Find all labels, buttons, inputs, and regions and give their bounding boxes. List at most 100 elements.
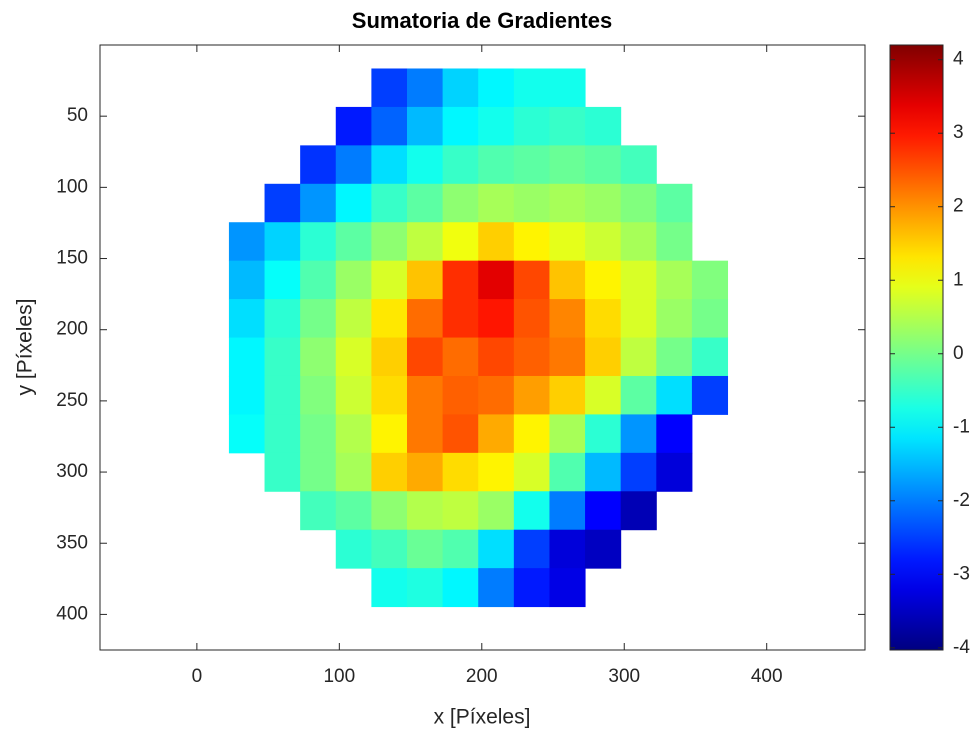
heatmap-cell <box>371 68 407 107</box>
heatmap-cell <box>407 376 443 415</box>
heatmap-cell <box>478 568 514 607</box>
heatmap-cell <box>229 299 265 338</box>
heatmap-cell <box>478 261 514 300</box>
y-axis-label: y [Píxeles] <box>14 299 37 396</box>
chart: Sumatoria de Gradientes x [Píxeles] y [P… <box>0 0 979 735</box>
heatmap-cell <box>300 491 336 530</box>
heatmap-cell <box>692 338 728 377</box>
colorbar-tick-label: -3 <box>953 563 970 584</box>
heatmap-cell <box>549 376 585 415</box>
x-axis-label: x [Píxeles] <box>434 706 531 729</box>
heatmap-cell <box>549 68 585 107</box>
heatmap-cell <box>371 568 407 607</box>
heatmap-cell <box>443 145 479 184</box>
heatmap-cell <box>443 376 479 415</box>
heatmap-cell <box>514 68 550 107</box>
heatmap-cell <box>585 107 621 146</box>
heatmap-cell <box>265 453 301 492</box>
heatmap-cell <box>407 568 443 607</box>
heatmap-cell <box>407 184 443 223</box>
y-tick-label: 250 <box>56 390 88 411</box>
heatmap-cell <box>585 222 621 261</box>
heatmap-cell <box>621 261 657 300</box>
colorbar <box>890 45 943 650</box>
heatmap-cell <box>229 222 265 261</box>
heatmap-cell <box>514 145 550 184</box>
heatmap-cell <box>478 299 514 338</box>
heatmap-cell <box>443 107 479 146</box>
colorbar-tick-label: 2 <box>953 196 964 217</box>
heatmap-cell <box>265 261 301 300</box>
heatmap-cell <box>336 414 372 453</box>
heatmap-cell <box>371 414 407 453</box>
heatmap-cell <box>407 338 443 377</box>
heatmap-cell <box>692 299 728 338</box>
heatmap-cell <box>478 530 514 569</box>
heatmap-cell <box>692 261 728 300</box>
heatmap-cell <box>336 299 372 338</box>
x-tick-label: 200 <box>466 666 498 687</box>
heatmap-cell <box>621 453 657 492</box>
heatmap-cell <box>443 184 479 223</box>
heatmap-cell <box>621 184 657 223</box>
heatmap-cell <box>407 145 443 184</box>
heatmap-cell <box>514 453 550 492</box>
heatmap-cell <box>549 299 585 338</box>
heatmap-cell <box>478 107 514 146</box>
heatmap-cell <box>656 261 692 300</box>
y-tick-label: 100 <box>56 176 88 197</box>
heatmap-cell <box>336 453 372 492</box>
heatmap-cell <box>514 568 550 607</box>
x-tick-label: 400 <box>751 666 783 687</box>
heatmap-cell <box>300 453 336 492</box>
heatmap-cell <box>300 414 336 453</box>
heatmap-cell <box>265 338 301 377</box>
heatmap-cell <box>514 338 550 377</box>
y-tick-label: 150 <box>56 248 88 269</box>
heatmap-cell <box>443 414 479 453</box>
heatmap-cell <box>478 338 514 377</box>
heatmap-cell <box>514 107 550 146</box>
heatmap-cell <box>549 491 585 530</box>
heatmap-cell <box>443 453 479 492</box>
heatmap-cell <box>443 222 479 261</box>
heatmap-cell <box>478 491 514 530</box>
heatmap-cell <box>478 453 514 492</box>
heatmap-cell <box>621 299 657 338</box>
heatmap-cell <box>371 491 407 530</box>
y-tick-label: 50 <box>67 105 88 126</box>
heatmap-cell <box>443 338 479 377</box>
heatmap-cell <box>371 453 407 492</box>
heatmap-cell <box>371 530 407 569</box>
colorbar-tick-label: -1 <box>953 416 970 437</box>
heatmap-cell <box>585 184 621 223</box>
heatmap-cell <box>585 530 621 569</box>
heatmap-cell <box>371 261 407 300</box>
heatmap-cell <box>407 453 443 492</box>
heatmap-cell <box>229 261 265 300</box>
heatmap-cell <box>371 222 407 261</box>
heatmap-cell <box>514 491 550 530</box>
heatmap-cell <box>621 376 657 415</box>
heatmap-cell <box>300 376 336 415</box>
heatmap-cell <box>336 530 372 569</box>
x-tick-label: 300 <box>608 666 640 687</box>
colorbar-tick-label: 3 <box>953 122 964 143</box>
heatmap-cell <box>549 414 585 453</box>
y-tick-label: 400 <box>56 603 88 624</box>
heatmap-cell <box>265 299 301 338</box>
heatmap-cell <box>407 491 443 530</box>
heatmap-cell <box>371 299 407 338</box>
heatmap-cell <box>336 145 372 184</box>
heatmap-cell <box>585 261 621 300</box>
colorbar-tick-label: -2 <box>953 490 970 511</box>
heatmap-cell <box>549 145 585 184</box>
heatmap-cell <box>300 222 336 261</box>
heatmap-cell <box>585 453 621 492</box>
heatmap-cell <box>229 338 265 377</box>
heatmap-cell <box>549 107 585 146</box>
heatmap-cell <box>371 107 407 146</box>
heatmap-cell <box>371 145 407 184</box>
heatmap-cell <box>514 222 550 261</box>
heatmap-cell <box>621 222 657 261</box>
